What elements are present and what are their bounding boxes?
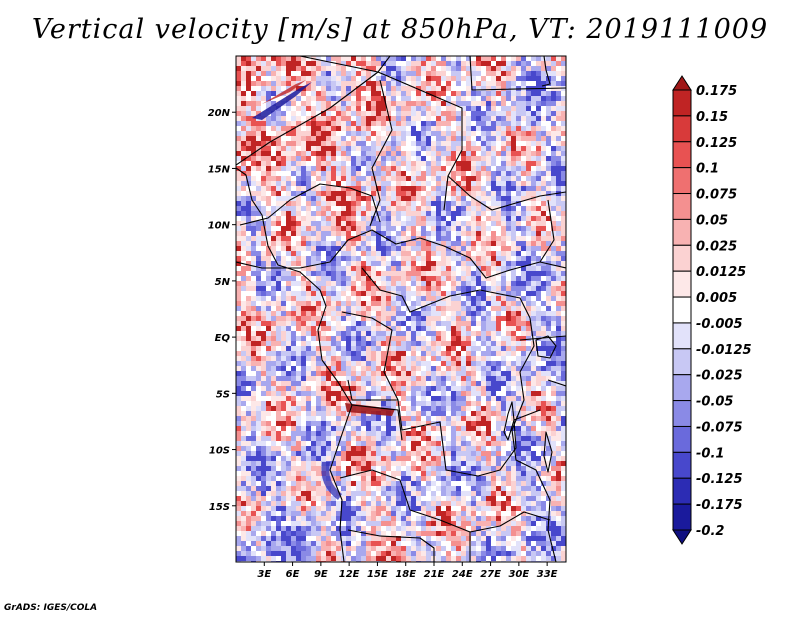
border-line — [341, 311, 399, 401]
border-line — [447, 175, 566, 211]
lon-tick-label: 6E — [286, 569, 300, 580]
lat-tick-label: 10N — [208, 221, 231, 232]
colorbar-segment — [672, 115, 692, 143]
latitude-axis: 20N 15N 10N 5N EQ 5S 10S 15S — [208, 108, 236, 513]
lon-tick-label: 30E — [508, 569, 529, 580]
lon-tick-label: 24E — [452, 569, 473, 580]
colorbar-label: 0.125 — [696, 136, 737, 151]
grads-footer: GrADS: IGES/COLA — [4, 603, 98, 613]
colorbar-bottom-arrow — [672, 529, 692, 545]
lat-tick-label: 5N — [215, 277, 231, 288]
map-frame — [235, 55, 567, 563]
lon-tick-label: 18E — [395, 569, 416, 580]
lon-tick-label: 15E — [367, 569, 388, 580]
colorbar-label: -0.005 — [696, 317, 743, 332]
colorbar-label: 0.05 — [696, 213, 728, 228]
border-line — [236, 167, 353, 562]
border-line — [543, 431, 553, 473]
map-title: Vertical velocity [m/s] at 850hPa, VT: 2… — [31, 14, 769, 45]
border-line — [299, 56, 463, 211]
colorbar-label: -0.05 — [696, 395, 733, 410]
colorbar-segment — [672, 425, 692, 453]
border-line — [397, 399, 541, 477]
lat-tick-label: EQ — [215, 333, 231, 344]
colorbar-segment — [672, 400, 692, 427]
longitude-axis: 3E 6E 9E 12E 15E 18E 21E 24E 27E 30E 33E — [257, 562, 558, 580]
colorbar-label: -0.025 — [696, 369, 743, 384]
border-line — [236, 229, 566, 279]
colorbar-label: -0.125 — [696, 472, 743, 487]
colorbar-segment — [672, 348, 692, 376]
lon-tick-label: 33E — [537, 569, 558, 580]
colorbar: 0.175 0.15 0.125 0.1 0.075 0.05 0.025 0.0125 0.0… — [672, 75, 752, 545]
country-borders — [236, 56, 566, 562]
border-line — [503, 401, 515, 441]
border-line — [541, 56, 551, 87]
colorbar-segment — [672, 244, 692, 272]
border-line — [361, 267, 531, 319]
lon-tick-label: 12E — [339, 569, 360, 580]
colorbar-label: 0.075 — [696, 188, 737, 203]
border-line — [369, 79, 393, 227]
lat-tick-label: 10S — [209, 446, 230, 457]
border-line — [511, 317, 557, 562]
colorbar-label: -0.2 — [696, 524, 724, 539]
lat-tick-label: 15S — [209, 502, 230, 513]
colorbar-label: 0.1 — [696, 162, 719, 177]
border-line — [239, 183, 381, 226]
colorbar-segment — [672, 374, 692, 402]
colorbar-segment — [672, 141, 692, 169]
lat-tick-label: 20N — [208, 108, 231, 119]
border-line — [539, 199, 555, 263]
colorbar-segment — [672, 270, 692, 298]
lon-tick-label: 21E — [424, 569, 445, 580]
colorbar-top-arrow — [672, 75, 692, 91]
colorbar-label: 0.025 — [696, 239, 737, 254]
border-line — [236, 56, 391, 166]
colorbar-segment — [672, 296, 692, 324]
colorbar-segment — [672, 89, 692, 117]
border-line — [469, 56, 566, 91]
colorbar-label: -0.1 — [696, 446, 724, 461]
colorbar-segment — [672, 167, 692, 195]
colorbar-label: 0.005 — [696, 291, 737, 306]
colorbar-label: 0.175 — [696, 84, 737, 99]
border-line — [339, 469, 551, 533]
lon-tick-label: 27E — [480, 569, 501, 580]
border-line — [547, 379, 566, 387]
colorbar-segment — [672, 322, 692, 350]
lon-tick-label: 9E — [314, 569, 328, 580]
colorbar-segment — [672, 218, 692, 246]
velocity-field — [236, 56, 566, 562]
colorbar-segment — [672, 451, 692, 479]
border-line — [535, 335, 557, 359]
lon-tick-label: 3E — [257, 569, 271, 580]
lat-tick-label: 5S — [216, 389, 230, 400]
border-line — [351, 404, 403, 441]
colorbar-segment — [672, 503, 692, 531]
colorbar-label: -0.175 — [696, 498, 743, 513]
border-line — [347, 529, 435, 562]
colorbar-label: -0.075 — [696, 420, 743, 435]
lat-tick-label: 15N — [208, 164, 231, 175]
colorbar-segment — [672, 193, 692, 220]
colorbar-segment — [672, 477, 692, 505]
colorbar-label: 0.0125 — [696, 265, 746, 280]
colorbar-label: 0.15 — [696, 110, 728, 125]
colorbar-label: -0.0125 — [696, 343, 752, 358]
